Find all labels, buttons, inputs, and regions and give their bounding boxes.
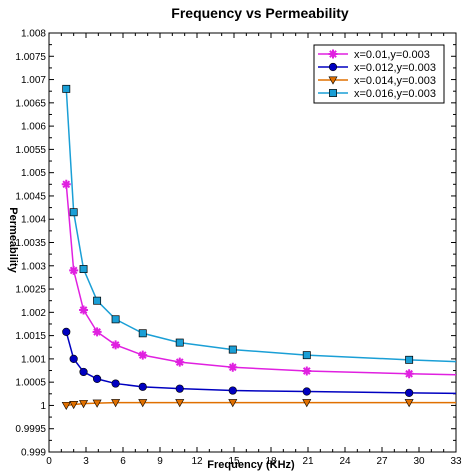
y-tick-label: 1.008	[21, 29, 46, 40]
y-tick-label: 1	[40, 401, 46, 412]
y-axis-label: Permeability	[7, 207, 19, 273]
data-point	[69, 208, 78, 217]
legend-label: x=0.014,y=0.003	[354, 75, 436, 87]
data-point	[302, 387, 311, 396]
data-point	[228, 362, 238, 372]
legend-marker	[328, 62, 338, 72]
data-point	[92, 399, 102, 408]
y-tick-label: 0.9995	[15, 424, 46, 435]
data-point	[138, 329, 147, 338]
x-axis: 0 3 6 9 12 15 18 21 24 27 30 33	[46, 33, 462, 467]
x-tick-label: 0	[46, 456, 52, 467]
legend-item: x=0.016,y=0.003	[318, 88, 436, 100]
x-tick-label: 27	[376, 456, 388, 467]
data-point	[228, 386, 237, 395]
data-point	[111, 379, 120, 388]
y-tick-label: 1.004	[21, 215, 46, 226]
data-point	[79, 265, 88, 273]
y-tick-label: 1.003	[21, 261, 46, 272]
data-point	[62, 84, 71, 93]
data-point	[69, 401, 79, 410]
data-point	[175, 399, 185, 408]
data-point	[92, 327, 102, 337]
data-point	[404, 399, 414, 408]
y-tick-label: 1.0005	[15, 378, 46, 389]
series-1	[61, 179, 457, 379]
legend-item: x=0.01,y=0.003	[318, 49, 430, 61]
data-point	[302, 351, 311, 360]
series-layer	[61, 84, 457, 411]
data-point	[111, 399, 121, 408]
data-point	[404, 369, 414, 379]
legend-item: x=0.012,y=0.003	[318, 62, 436, 74]
data-point	[69, 354, 78, 363]
data-point	[175, 357, 185, 367]
y-tick-label: 1.0075	[15, 52, 46, 63]
data-point	[405, 355, 414, 364]
series-2	[62, 327, 457, 397]
y-tick-label: 1.007	[21, 75, 46, 86]
x-tick-label: 33	[450, 456, 462, 467]
x-tick-label: 3	[83, 456, 89, 467]
x-tick-label: 6	[120, 456, 126, 467]
y-tick-label: 1.001	[21, 354, 46, 365]
y-tick-label: 1.0035	[15, 238, 46, 249]
data-point	[138, 399, 148, 408]
x-tick-label: 12	[191, 456, 203, 467]
data-point	[111, 340, 121, 350]
legend-marker	[328, 49, 338, 59]
data-point	[228, 399, 238, 408]
legend-label: x=0.012,y=0.003	[354, 62, 436, 74]
data-point	[93, 296, 102, 305]
series-3	[61, 399, 456, 411]
data-point	[302, 399, 312, 408]
y-tick-label: 1.0025	[15, 285, 46, 296]
data-point	[79, 367, 88, 377]
legend-marker	[328, 76, 338, 85]
x-tick-label: 21	[302, 456, 314, 467]
y-tick-label: 1.006	[21, 122, 46, 133]
y-tick-label: 1.0065	[15, 98, 46, 109]
data-point	[138, 382, 147, 391]
y-tick-label: 1.002	[21, 308, 46, 319]
series-4	[62, 84, 457, 364]
legend-marker	[329, 89, 337, 97]
data-point	[228, 345, 237, 354]
data-point	[79, 305, 89, 315]
y-tick-label: 1.0045	[15, 191, 46, 202]
data-point	[175, 384, 184, 393]
data-point	[138, 350, 148, 360]
x-tick-label: 9	[157, 456, 163, 467]
data-point	[111, 315, 120, 324]
x-axis-label: Frequency (KHz)	[207, 459, 295, 471]
data-point	[92, 374, 102, 384]
legend-item: x=0.014,y=0.003	[318, 75, 436, 87]
data-point	[61, 179, 71, 189]
x-tick-label: 15	[228, 456, 240, 467]
y-tick-label: 0.999	[21, 448, 46, 459]
data-point	[405, 388, 414, 397]
legend-label: x=0.016,y=0.003	[354, 88, 436, 100]
data-point	[302, 366, 312, 376]
data-point	[175, 338, 184, 347]
x-tick-label: 18	[265, 456, 277, 467]
data-point	[69, 265, 79, 275]
x-tick-label: 24	[339, 456, 351, 467]
data-point	[79, 400, 89, 409]
data-point	[62, 327, 71, 336]
y-tick-label: 1.005	[21, 168, 46, 179]
y-axis: 0.999 0.9995 1 1.0005 1.001 1.0015 1.002 1.0025…	[15, 29, 456, 459]
y-tick-label: 1.0055	[15, 145, 46, 156]
legend-label: x=0.01,y=0.003	[354, 49, 430, 61]
y-tick-label: 1.0015	[15, 331, 46, 342]
legend: x=0.01,y=0.003x=0.012,y=0.003x=0.014,y=0…	[313, 44, 445, 104]
chart-title: Frequency vs Permeability	[171, 5, 349, 21]
x-tick-label: 30	[413, 456, 425, 467]
data-point	[61, 401, 71, 411]
